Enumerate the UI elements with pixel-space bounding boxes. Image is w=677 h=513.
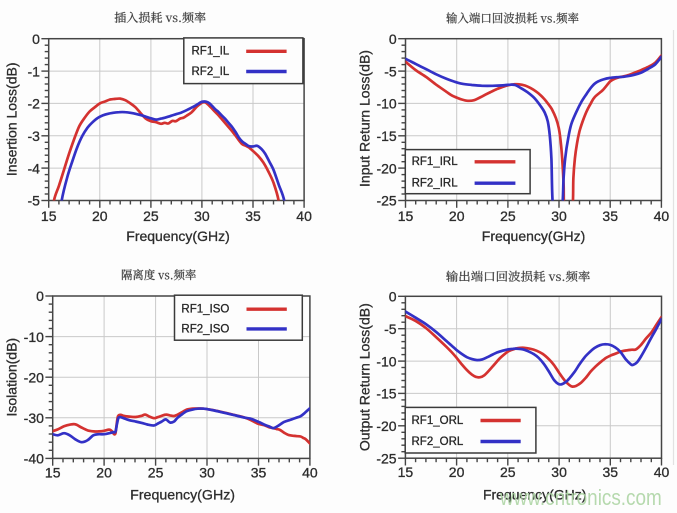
svg-text:0: 0: [389, 289, 397, 305]
svg-text:-5: -5: [27, 193, 40, 209]
svg-text:35: 35: [245, 208, 261, 224]
svg-text:Insertion Loss(dB): Insertion Loss(dB): [4, 62, 20, 176]
svg-text:35: 35: [603, 464, 619, 480]
svg-text:40: 40: [296, 208, 312, 224]
svg-text:-5: -5: [384, 63, 397, 79]
svg-text:Input Return Loss(dB): Input Return Loss(dB): [356, 50, 372, 187]
svg-text:Frequency(GHz): Frequency(GHz): [126, 228, 229, 244]
svg-text:30: 30: [551, 464, 567, 480]
svg-text:-10: -10: [376, 96, 396, 112]
svg-text:-1: -1: [27, 63, 40, 79]
svg-text:-20: -20: [376, 160, 396, 176]
svg-text:www.cntronics.com: www.cntronics.com: [499, 486, 662, 511]
svg-text:35: 35: [602, 208, 618, 224]
svg-text:15: 15: [41, 208, 57, 224]
svg-text:-20: -20: [376, 418, 396, 434]
svg-text:-4: -4: [27, 160, 40, 176]
svg-text:20: 20: [92, 208, 108, 224]
svg-text:-30: -30: [24, 410, 44, 426]
svg-text:25: 25: [143, 208, 159, 224]
svg-text:-15: -15: [376, 386, 396, 402]
svg-text:Frequency(GHz): Frequency(GHz): [483, 487, 586, 503]
svg-text:-20: -20: [24, 369, 44, 385]
svg-text:-10: -10: [24, 329, 44, 345]
svg-text:RF2_IL: RF2_IL: [192, 66, 230, 78]
svg-text:-2: -2: [27, 96, 40, 112]
svg-text:Isolation(dB): Isolation(dB): [4, 338, 20, 417]
svg-text:30: 30: [199, 464, 215, 480]
svg-text:RF1_IRL: RF1_IRL: [412, 156, 459, 168]
svg-text:RF1_ORL: RF1_ORL: [412, 415, 464, 427]
svg-text:RF1_ISO: RF1_ISO: [181, 304, 229, 316]
svg-text:15: 15: [398, 464, 414, 480]
svg-text:0: 0: [389, 31, 397, 47]
svg-text:-25: -25: [376, 193, 396, 209]
svg-text:RF2_IRL: RF2_IRL: [412, 178, 459, 190]
svg-text:35: 35: [251, 464, 267, 480]
svg-text:20: 20: [449, 208, 465, 224]
svg-text:15: 15: [45, 464, 61, 480]
svg-text:15: 15: [398, 208, 414, 224]
svg-text:RF2_ORL: RF2_ORL: [412, 436, 464, 448]
svg-text:25: 25: [500, 464, 516, 480]
svg-text:40: 40: [302, 464, 318, 480]
svg-text:RF1_IL: RF1_IL: [192, 46, 230, 58]
svg-text:0: 0: [32, 31, 40, 47]
svg-text:20: 20: [449, 464, 465, 480]
svg-text:RF2_ISO: RF2_ISO: [181, 323, 229, 335]
svg-text:40: 40: [654, 208, 670, 224]
svg-text:25: 25: [148, 464, 164, 480]
svg-text:-40: -40: [24, 451, 44, 467]
svg-text:Frequency(GHz): Frequency(GHz): [130, 488, 235, 504]
svg-text:Frequency(GHz): Frequency(GHz): [482, 228, 585, 244]
svg-text:-3: -3: [27, 128, 40, 144]
svg-text:20: 20: [96, 464, 112, 480]
svg-text:-25: -25: [376, 450, 396, 466]
svg-text:-15: -15: [376, 128, 396, 144]
svg-text:30: 30: [551, 208, 567, 224]
svg-text:Output Return Loss(dB): Output Return Loss(dB): [356, 303, 372, 451]
svg-text:-10: -10: [376, 353, 396, 369]
svg-text:25: 25: [500, 208, 516, 224]
svg-text:40: 40: [654, 464, 670, 480]
svg-text:-5: -5: [384, 321, 397, 337]
svg-text:30: 30: [194, 208, 210, 224]
svg-text:0: 0: [36, 288, 44, 304]
